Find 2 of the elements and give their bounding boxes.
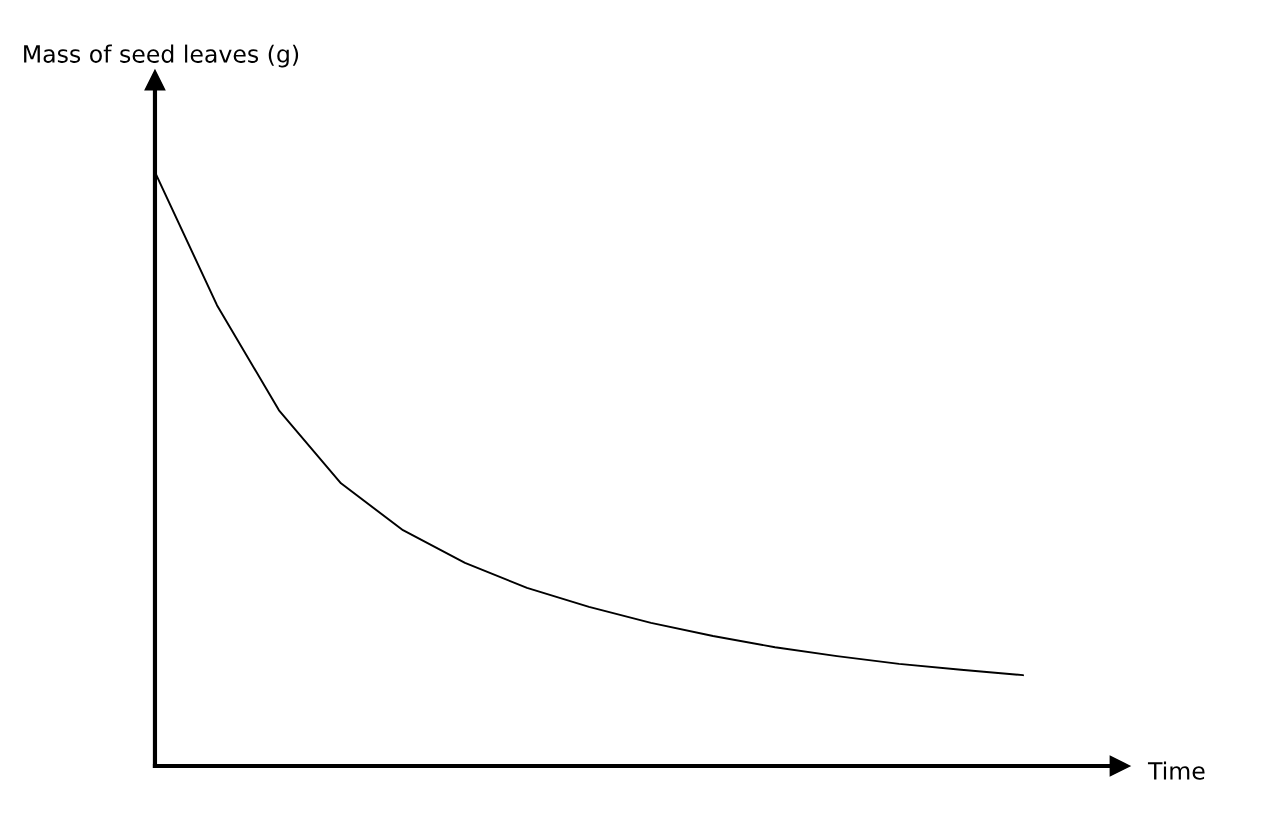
y-axis-title: Mass of seed leaves (g) [24, 44, 299, 68]
x-axis-title: Time [1147, 761, 1205, 780]
